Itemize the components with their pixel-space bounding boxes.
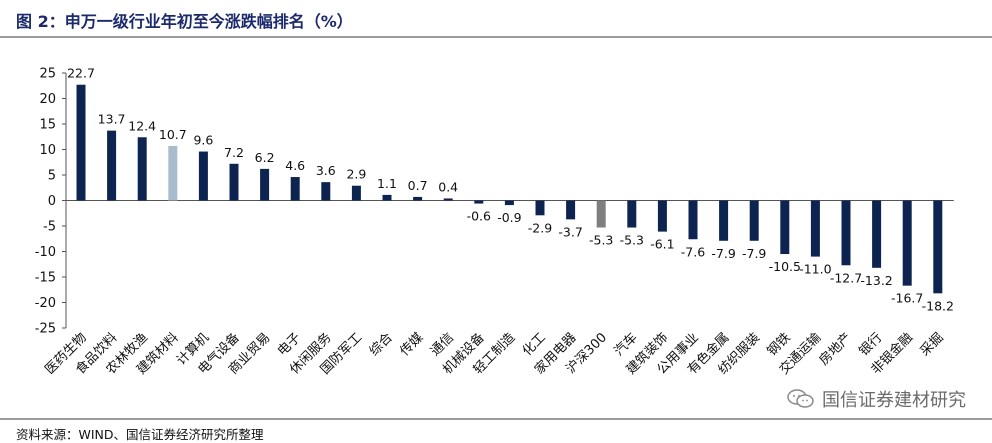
y-tick-label: -25: [35, 322, 56, 337]
data-label: -16.7: [891, 291, 923, 306]
bar-银行: [872, 200, 882, 268]
bar-沪深300: [596, 200, 606, 228]
data-label: 0.7: [408, 178, 428, 193]
category-label: 综合: [367, 330, 396, 359]
y-tick-label: -10: [35, 245, 56, 260]
wechat-icon: [787, 389, 814, 408]
y-tick-label: -5: [43, 220, 56, 235]
bar-国防军工: [351, 185, 361, 201]
bar-电子: [290, 177, 300, 201]
data-label: -12.7: [830, 270, 862, 285]
data-label: -5.3: [620, 233, 644, 248]
bar-机械设备: [474, 200, 484, 204]
bar-钢铁: [780, 200, 790, 255]
bar-电气设备: [229, 163, 239, 201]
data-label: -7.6: [681, 244, 705, 259]
data-label: -0.6: [467, 209, 491, 224]
bar-纺织服装: [749, 200, 759, 241]
bar-采掘: [933, 200, 943, 294]
y-tick-label: -20: [35, 296, 56, 311]
data-label: 22.7: [67, 66, 95, 81]
category-label: 房地产: [816, 330, 855, 369]
data-label: 1.1: [377, 176, 397, 191]
data-label: 7.2: [224, 145, 244, 160]
watermark-text: 国信证券建材研究: [822, 390, 966, 411]
chart-title: 图 2：申万一级行业年初至今涨跌幅排名（%）: [16, 12, 353, 31]
bar-chart: 2520151050-5-10-15-20-2522.7医药生物13.7食品饮料…: [35, 66, 954, 378]
bar-房地产: [841, 200, 851, 266]
source-bar: 资料来源：WIND、国信证券经济研究所整理: [0, 418, 992, 443]
bar-公用事业: [688, 200, 698, 240]
category-label: 传媒: [397, 330, 426, 359]
data-label: -3.7: [558, 224, 582, 239]
y-tick-label: 10: [39, 143, 56, 158]
data-label: -11.0: [799, 262, 831, 277]
data-label: -7.9: [711, 246, 735, 261]
data-label: -13.2: [860, 273, 892, 288]
bar-非银金融: [902, 200, 912, 286]
bar-轻工制造: [504, 200, 514, 206]
data-label: -18.2: [922, 298, 954, 313]
data-label: 10.7: [159, 127, 187, 142]
bar-农林牧渔: [137, 137, 147, 201]
data-label: 13.7: [98, 112, 126, 127]
bar-商业贸易: [260, 168, 270, 201]
data-label: -0.9: [497, 210, 521, 225]
bar-汽车: [627, 200, 637, 228]
y-tick-label: 15: [39, 118, 56, 133]
data-label: 3.6: [316, 163, 336, 178]
bar-通信: [443, 198, 453, 201]
y-tick-label: 20: [39, 92, 56, 107]
source-note: 资料来源：WIND、国信证券经济研究所整理: [16, 427, 264, 442]
bar-有色金属: [719, 200, 729, 241]
category-label: 采掘: [918, 330, 947, 359]
data-label: 12.4: [128, 118, 156, 133]
y-tick-label: 25: [39, 67, 56, 82]
y-tick-label: -15: [35, 271, 56, 286]
bar-食品饮料: [107, 130, 117, 201]
data-label: 9.6: [193, 133, 213, 148]
data-label: -7.9: [742, 246, 766, 261]
data-label: 2.9: [346, 167, 366, 182]
data-label: 4.6: [285, 158, 305, 173]
data-label: -6.1: [650, 237, 674, 252]
bar-休闲服务: [321, 182, 331, 201]
bar-建筑装饰: [657, 200, 667, 232]
y-tick-label: 5: [48, 169, 56, 184]
data-label: -10.5: [769, 259, 801, 274]
bar-化工: [535, 200, 545, 216]
y-tick-label: 0: [48, 194, 56, 209]
data-label: -2.9: [528, 220, 552, 235]
watermark: 国信证券建材研究: [786, 386, 966, 412]
bar-交通运输: [810, 200, 820, 257]
data-label: 6.2: [255, 150, 275, 165]
bar-家用电器: [566, 200, 576, 220]
bar-医药生物: [76, 84, 86, 201]
data-label: 0.4: [438, 179, 458, 194]
bar-计算机: [198, 151, 208, 201]
bar-传媒: [413, 196, 423, 201]
bar-综合: [382, 194, 392, 201]
data-label: -5.3: [589, 233, 613, 248]
title-bar: 图 2：申万一级行业年初至今涨跌幅排名（%）: [0, 0, 992, 38]
bar-建筑材料: [168, 145, 178, 201]
